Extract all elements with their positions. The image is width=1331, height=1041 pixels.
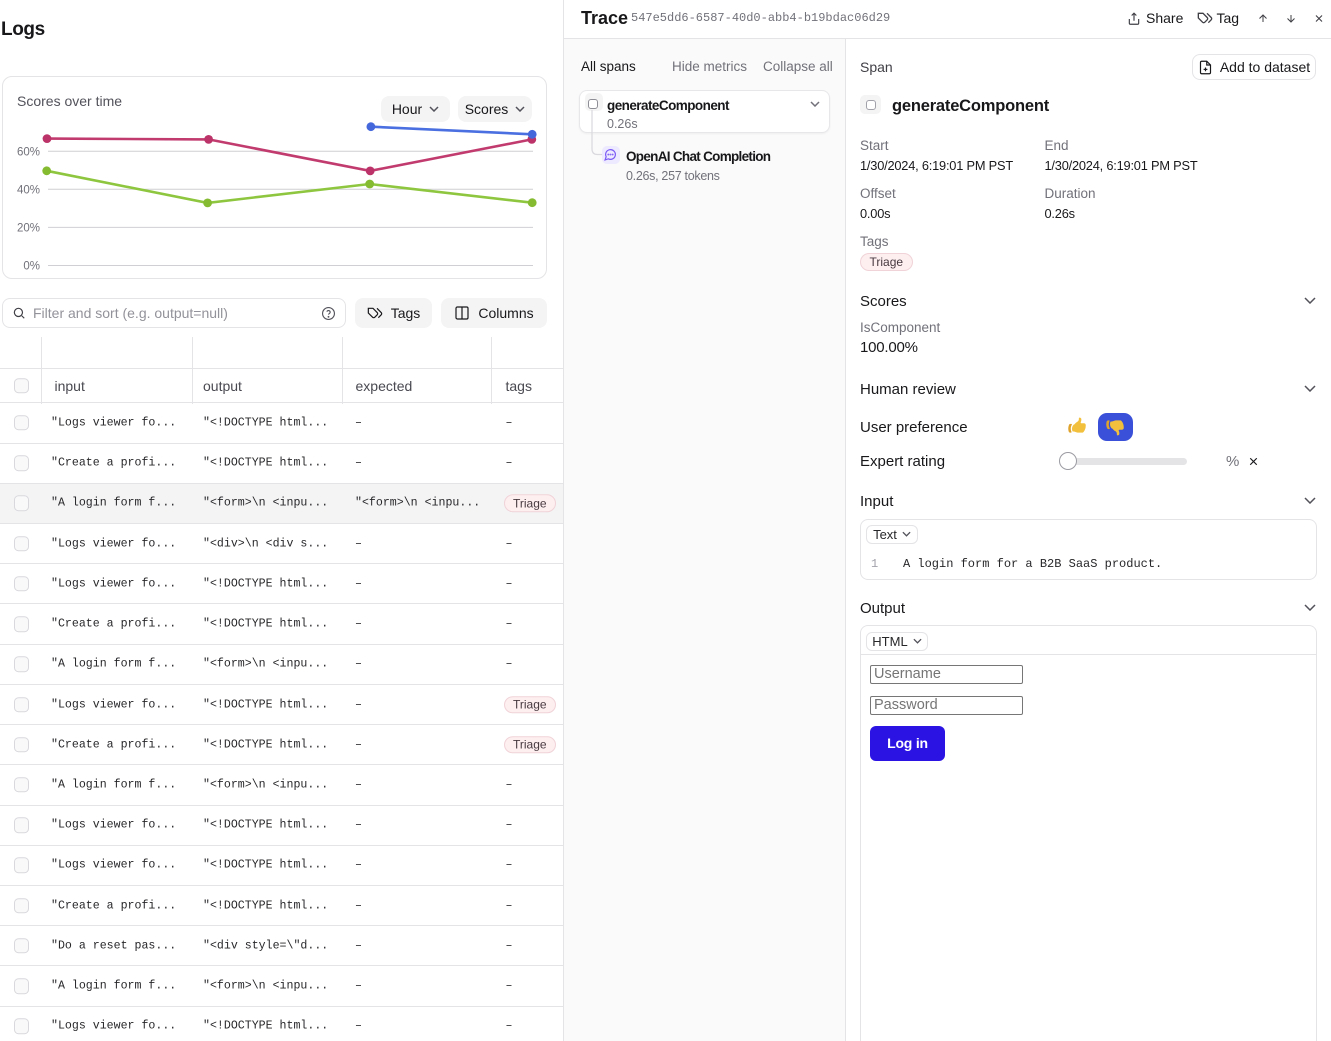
svg-text:40%: 40% (17, 184, 40, 196)
svg-text:20%: 20% (17, 222, 40, 234)
svg-text:60%: 60% (17, 146, 40, 158)
svg-text:0%: 0% (23, 261, 40, 273)
